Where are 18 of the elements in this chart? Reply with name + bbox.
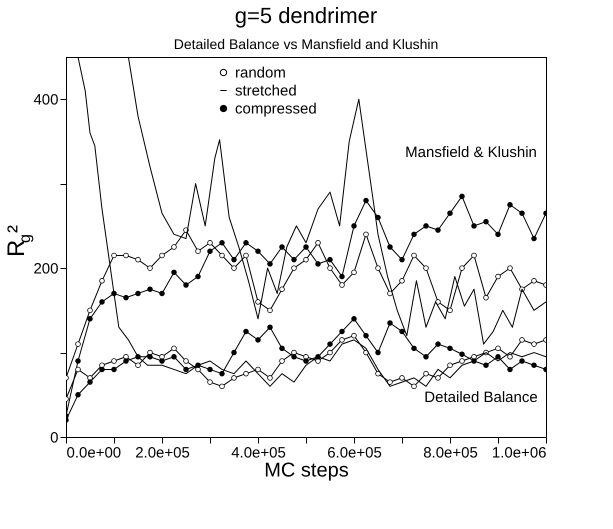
y-tick-label: 200 [33,260,58,278]
annotation: Detailed Balance [424,389,538,406]
chart-title: g=5 dendrimer [234,3,378,28]
x-tick-label: 8.0e+05 [423,444,478,462]
x-tick-label: 1.0e+06 [492,444,546,462]
y-tick-label: 0 [50,430,58,446]
y-tick-label: 400 [33,92,58,109]
x-tick-label: 4.0e+05 [231,444,286,462]
x-axis-title: MC steps [264,460,349,482]
legend-label: random [235,64,286,82]
legend-label: compressed [235,100,317,118]
x-tick-label: 0.0e+00 [66,444,122,462]
legend-label: stretched [235,82,297,100]
annotation: Mansfield & Klushin [405,144,537,161]
x-tick-label: 6.0e+05 [327,444,382,462]
x-tick-label: 2.0e+05 [135,444,190,462]
y-axis-title: Rg² [3,225,34,257]
chart-subtitle: Detailed Balance vs Mansfield and Klushin [174,36,438,52]
